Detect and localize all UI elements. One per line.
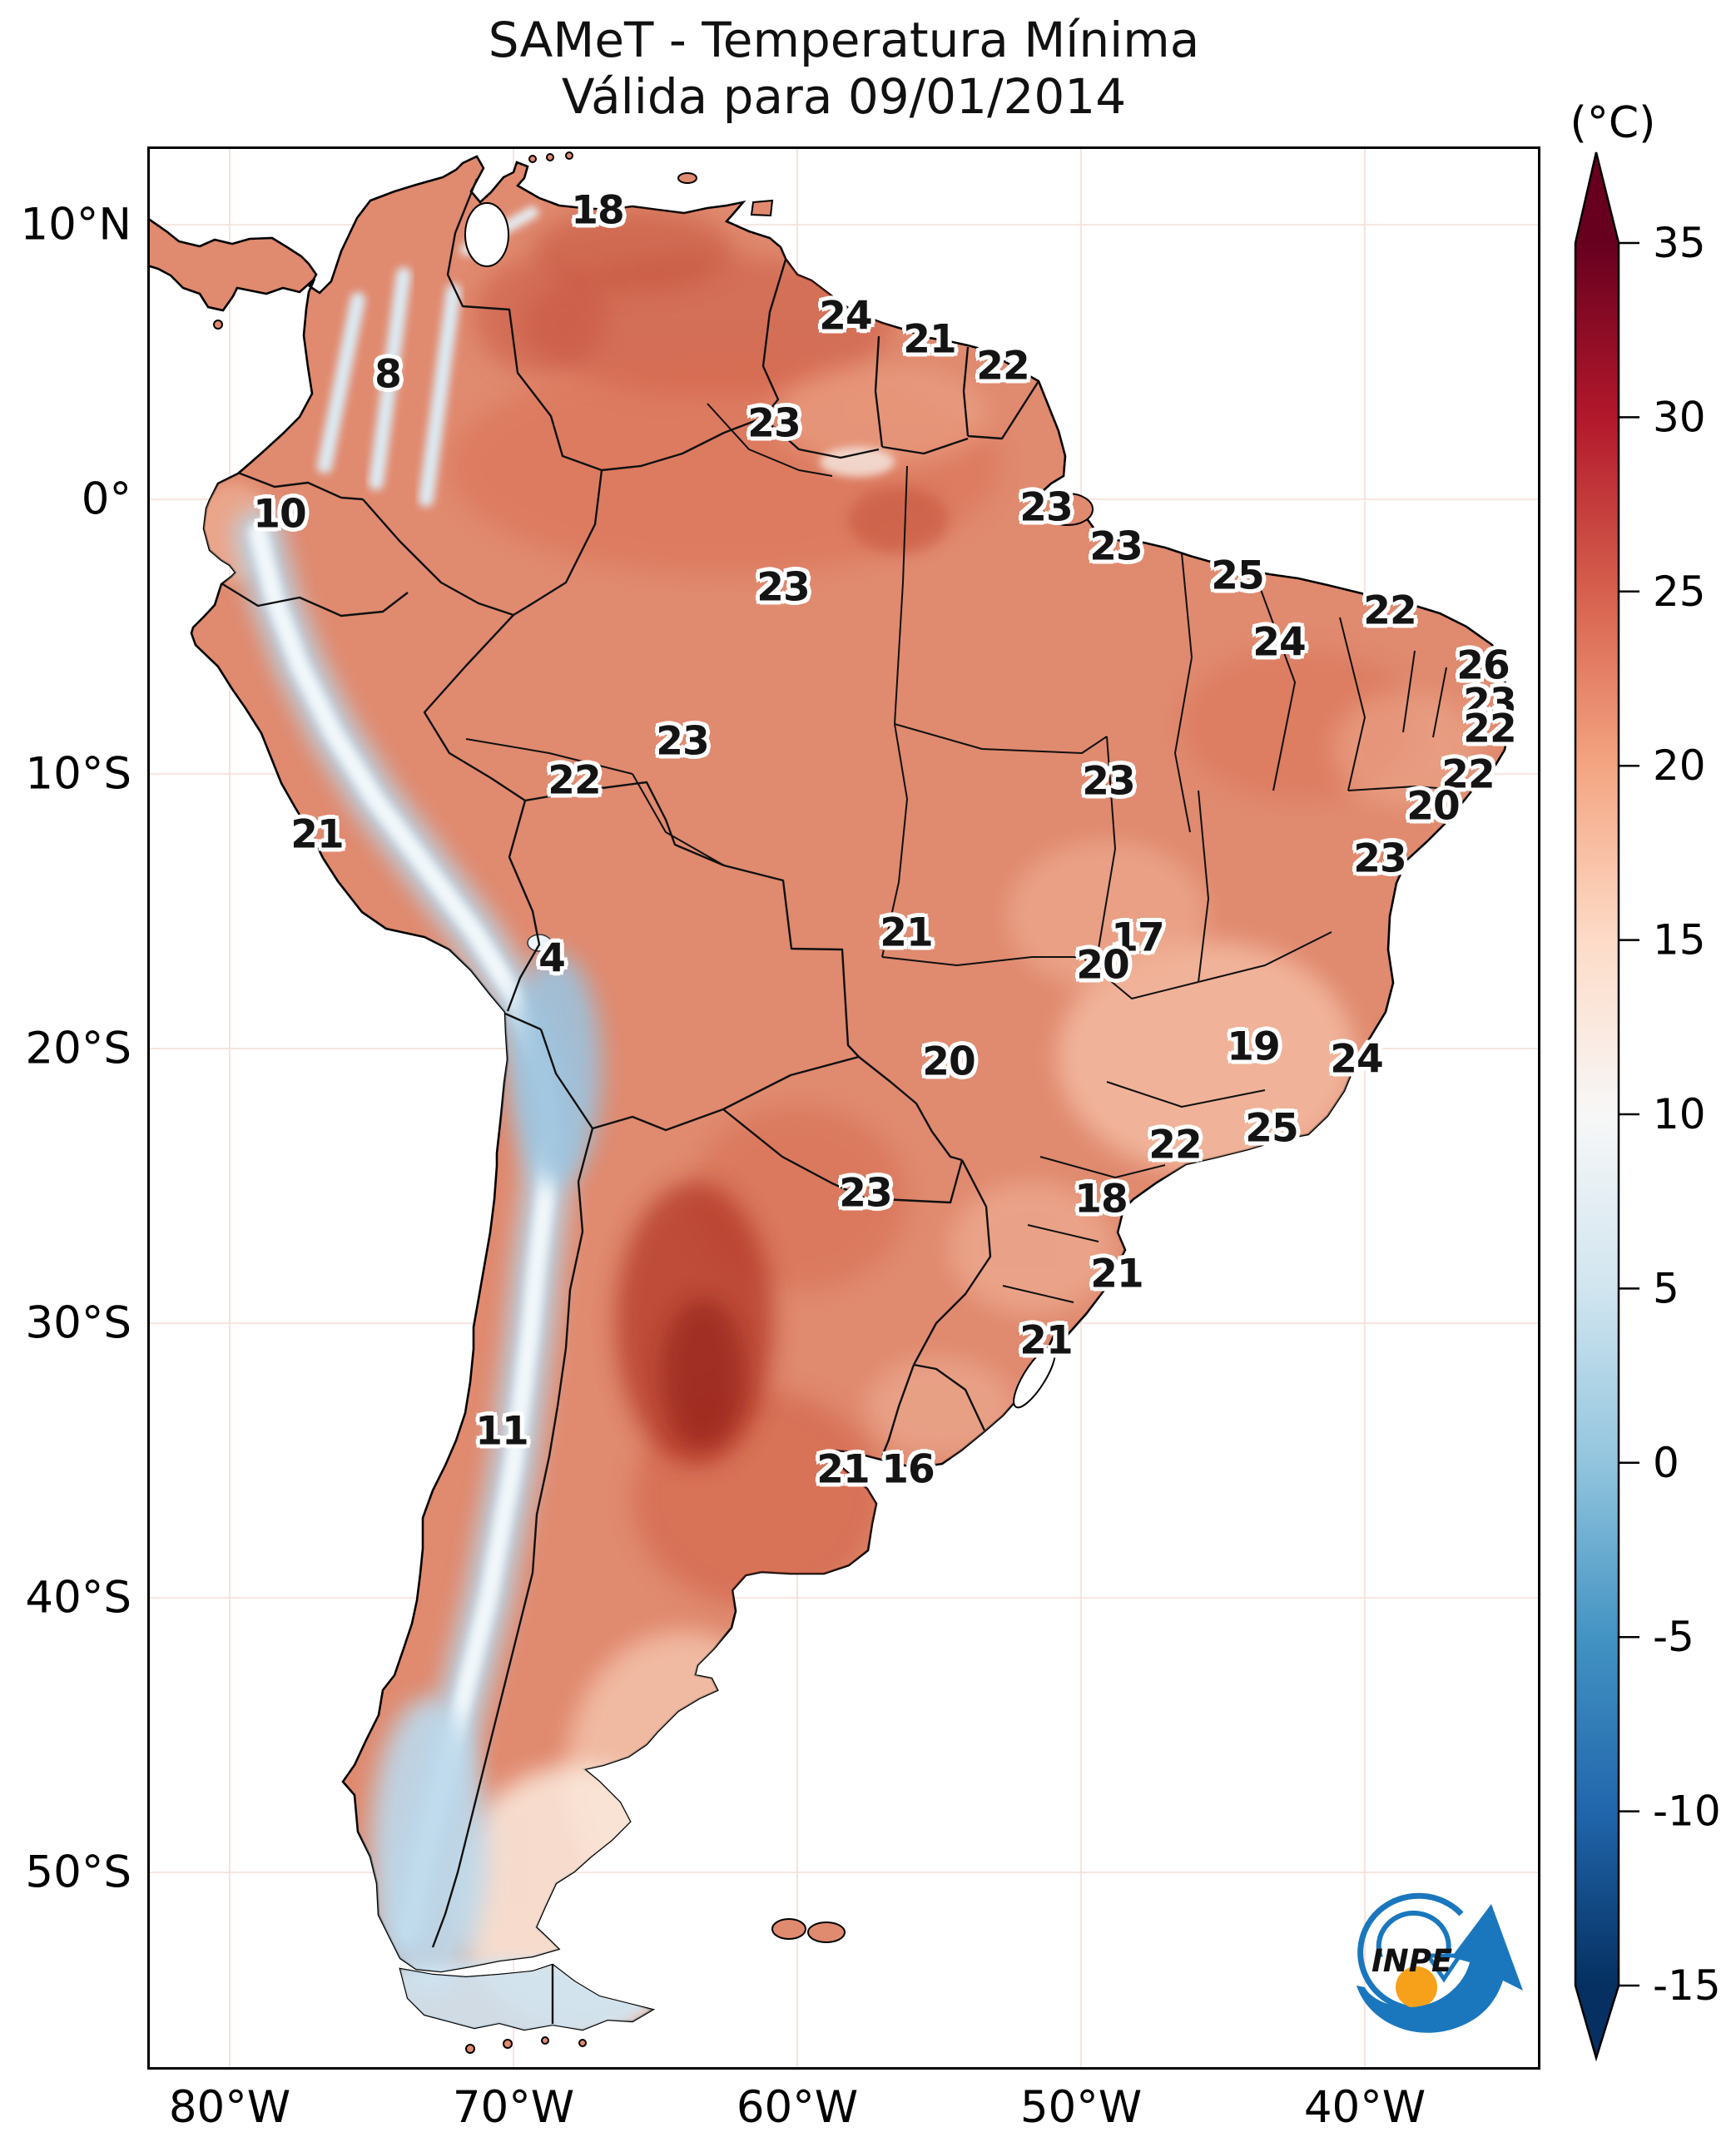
- patagonia-icefield: [370, 1698, 487, 1997]
- logo-orange-dot: [1396, 1966, 1437, 2008]
- temp-value-label: 20: [1076, 942, 1129, 989]
- lat-tick-label: 40°S: [25, 1572, 131, 1624]
- temp-value-label: 21: [903, 316, 956, 363]
- lon-tick-label: 50°W: [1019, 2082, 1143, 2133]
- temp-value-label: 24: [1252, 619, 1306, 666]
- colorbar-tick-label: 35: [1653, 219, 1706, 267]
- country-borders: [221, 178, 1040, 2024]
- colorbar-unit-label: (°C): [1570, 98, 1656, 148]
- colorbar-tick-label: 10: [1653, 1090, 1706, 1138]
- logo-swirl-inner: [1376, 1910, 1451, 1967]
- colorbar-tick-label: 20: [1653, 741, 1706, 790]
- colorbar-tick-label: -5: [1653, 1613, 1694, 1661]
- patos-lagoon: [1013, 1346, 1056, 1409]
- temp-value-label: 20: [922, 1039, 975, 1085]
- temp-value-label: 22: [1441, 751, 1495, 798]
- logo-swoosh-arrow: [1357, 1904, 1523, 2033]
- temp-value-label: 24: [1330, 1036, 1383, 1083]
- temp-value-label: 26: [1456, 642, 1510, 689]
- lat-tick-label: 20°S: [25, 1023, 131, 1074]
- temp-value-label: 22: [548, 757, 601, 804]
- south-america-map: INPE: [147, 146, 1540, 2070]
- temp-value-label: 25: [1245, 1105, 1298, 1152]
- lat-tick-label: 0°: [81, 474, 131, 525]
- colorbar-tick-label: 0: [1653, 1439, 1679, 1487]
- altiplano-cold: [510, 953, 602, 1186]
- temp-value-label: 25: [1211, 553, 1264, 599]
- title-line-1: SAMeT - Temperatura Mínima: [488, 12, 1200, 68]
- temp-value-label: 4: [538, 935, 566, 982]
- islands: [213, 151, 1094, 2054]
- colorbar-tick-label: 30: [1653, 393, 1706, 441]
- colorbar-tick-label: 15: [1653, 916, 1706, 964]
- temp-value-label: 10: [253, 491, 306, 538]
- lat-tick-label: 50°S: [25, 1847, 131, 1898]
- temp-value-label: 8: [374, 351, 402, 398]
- temp-value-label: 22: [976, 343, 1029, 389]
- lat-tick-label: 10°S: [25, 748, 131, 800]
- inpe-logo: INPE: [1357, 1892, 1523, 2033]
- temp-value-label: 23: [1019, 484, 1073, 531]
- lon-tick-label: 40°W: [1303, 2082, 1426, 2133]
- colorbar-tick-label: -15: [1653, 1961, 1721, 2010]
- page-title: SAMeT - Temperatura Mínima Válida para 0…: [147, 12, 1540, 126]
- temp-value-label: 20: [1406, 783, 1460, 830]
- temp-value-label: 19: [1227, 1024, 1280, 1070]
- colorbar-ticks: 35 30 25 20 15 10 5 0 -5 -10 -15: [1619, 219, 1721, 2010]
- temp-value-label: 22: [1148, 1122, 1202, 1168]
- lon-tick-label: 70°W: [452, 2082, 575, 2133]
- lat-tick-label: 30°S: [25, 1297, 131, 1349]
- temp-value-label: 21: [816, 1446, 870, 1493]
- lakes: [464, 202, 1056, 1409]
- temp-value-label: 23: [1463, 680, 1516, 726]
- title-line-2: Válida para 09/01/2014: [561, 68, 1127, 126]
- temperature-field: [191, 206, 1481, 2030]
- temp-value-label: 21: [880, 910, 933, 956]
- colorbar-tick-label: -10: [1653, 1788, 1721, 1836]
- lon-tick-label: 80°W: [168, 2082, 291, 2133]
- lon-tick-label: 60°W: [736, 2082, 859, 2133]
- temp-value-label: 23: [839, 1170, 892, 1217]
- temp-value-label: 23: [756, 564, 810, 611]
- temp-value-label: 17: [1111, 915, 1164, 961]
- temp-value-label: 18: [571, 187, 624, 234]
- temp-value-label: 23: [1082, 758, 1135, 805]
- temp-value-label: 11: [475, 1408, 528, 1455]
- temp-value-label: 21: [1090, 1251, 1143, 1297]
- temp-value-label: 23: [1089, 523, 1143, 570]
- temp-value-label: 23: [656, 718, 709, 765]
- state-borders: [465, 403, 1472, 1303]
- temp-value-label: 22: [1463, 706, 1516, 752]
- map-frame: [147, 146, 1540, 2070]
- andes-cold-band: [235, 206, 574, 1954]
- temp-value-label: 22: [1363, 588, 1416, 634]
- temp-value-label: 24: [819, 293, 872, 340]
- temp-value-label: 21: [1019, 1317, 1073, 1364]
- colorbar-bar: [1574, 151, 1620, 2062]
- temp-value-label: 18: [1074, 1176, 1128, 1222]
- temp-value-label: 23: [747, 400, 801, 447]
- temp-value-label: 16: [881, 1446, 935, 1493]
- logo-arrow-down-icon: [1424, 1953, 1464, 1983]
- lat-tick-label: 10°N: [20, 199, 131, 250]
- temp-value-label: 23: [1353, 836, 1406, 882]
- colorbar: 35 30 25 20 15 10 5 0 -5 -10 -15: [1574, 151, 1721, 2062]
- temp-value-label: 21: [290, 811, 344, 858]
- colorbar-tick-label: 25: [1653, 568, 1706, 616]
- colorbar-tick-label: 5: [1653, 1264, 1679, 1312]
- lake-maracaibo: [464, 202, 509, 267]
- logo-text: INPE: [1371, 1943, 1452, 1979]
